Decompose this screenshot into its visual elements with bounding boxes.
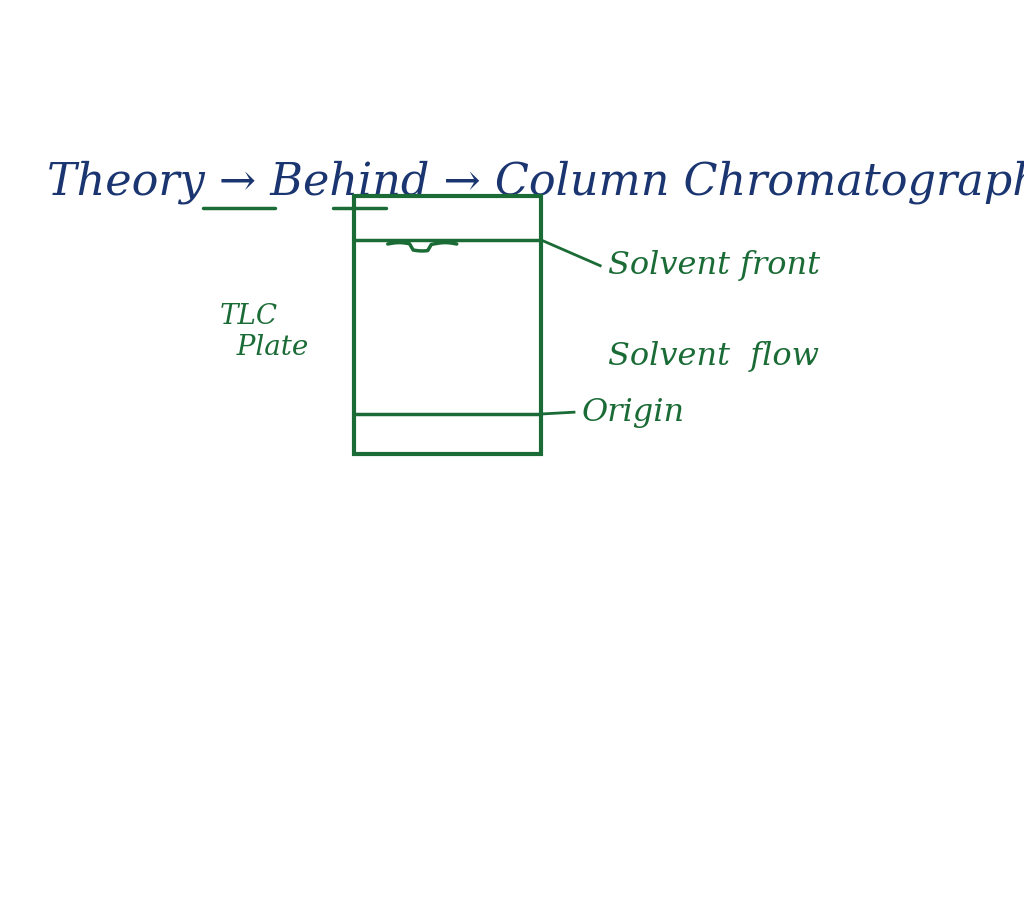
- Text: Origin: Origin: [582, 397, 685, 428]
- Text: Solvent front: Solvent front: [608, 250, 820, 281]
- Bar: [354, 196, 541, 454]
- Text: Solvent  flow: Solvent flow: [608, 341, 819, 371]
- Text: TLC
  Plate: TLC Plate: [219, 303, 308, 361]
- Text: Theory → Behind → Column Chromatography: Theory → Behind → Column Chromatography: [47, 160, 1024, 204]
